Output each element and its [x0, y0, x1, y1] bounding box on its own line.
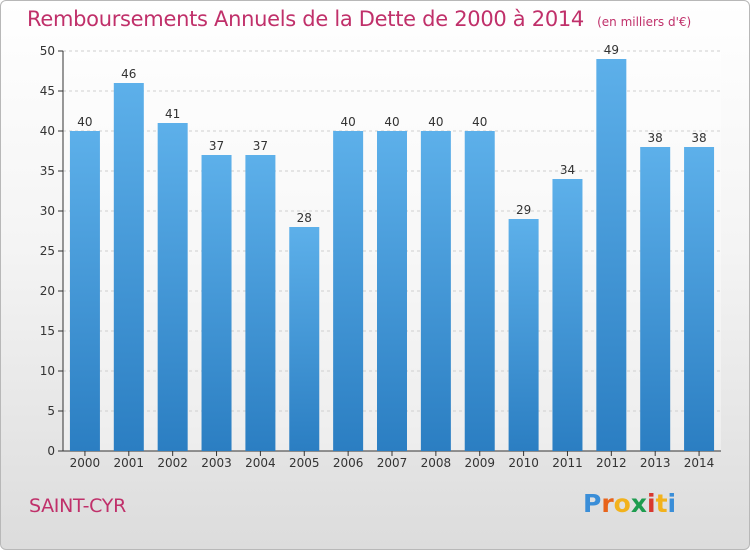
logo-letter: i	[667, 489, 677, 518]
bar-2011	[552, 179, 583, 451]
bar-2009	[464, 131, 495, 451]
logo-letter: r	[601, 489, 614, 518]
y-tick-label: 40	[40, 124, 55, 138]
x-tick-label: 2005	[289, 456, 320, 470]
logo-letter: o	[613, 489, 631, 518]
x-tick-label: 2002	[157, 456, 188, 470]
bar-value-label: 49	[604, 43, 619, 57]
bar-value-label: 37	[209, 139, 224, 153]
x-tick-label: 2013	[640, 456, 671, 470]
x-tick-label: 2000	[70, 456, 101, 470]
y-tick-label: 30	[40, 204, 55, 218]
bar-2014	[684, 147, 715, 451]
x-tick-label: 2014	[684, 456, 715, 470]
x-tick-label: 2004	[245, 456, 276, 470]
bar-2002	[157, 123, 188, 451]
x-tick-label: 2012	[596, 456, 627, 470]
proxiti-logo: Proxiti	[583, 489, 676, 518]
bar-2006	[333, 131, 364, 451]
y-tick-label: 10	[40, 364, 55, 378]
x-tick-label: 2009	[464, 456, 495, 470]
bar-2010	[508, 219, 539, 451]
bar-2007	[377, 131, 407, 451]
y-tick-label: 45	[40, 84, 55, 98]
x-tick-label: 2008	[421, 456, 452, 470]
chart-header: Remboursements Annuels de la Dette de 20…	[27, 7, 691, 31]
x-tick-label: 2003	[201, 456, 232, 470]
bar-2001	[113, 83, 144, 451]
y-tick-label: 50	[40, 44, 55, 58]
bar-value-label: 40	[77, 115, 92, 129]
bar-2013	[640, 147, 671, 451]
x-tick-label: 2011	[552, 456, 583, 470]
x-tick-label: 2006	[333, 456, 364, 470]
bar-value-label: 40	[428, 115, 443, 129]
chart-unit: (en milliers d'€)	[597, 15, 692, 29]
bar-2003	[201, 155, 232, 451]
chart-title: Remboursements Annuels de la Dette de 20…	[27, 7, 584, 31]
logo-letter: P	[583, 489, 602, 518]
y-tick-label: 0	[47, 444, 55, 458]
bar-value-label: 38	[648, 131, 663, 145]
bar-value-label: 29	[516, 203, 531, 217]
x-tick-label: 2010	[508, 456, 539, 470]
bar-value-label: 46	[121, 67, 136, 81]
bar-2000	[69, 131, 100, 451]
bar-value-label: 34	[560, 163, 575, 177]
bar-value-label: 40	[472, 115, 487, 129]
bar-2005	[289, 227, 320, 451]
x-tick-label: 2007	[377, 456, 408, 470]
y-tick-label: 5	[47, 404, 55, 418]
bar-value-label: 41	[165, 107, 180, 121]
logo-letter: t	[655, 489, 668, 518]
bar-value-label: 40	[340, 115, 355, 129]
y-tick-label: 15	[40, 324, 55, 338]
bar-value-label: 40	[384, 115, 399, 129]
bar-value-label: 28	[297, 211, 312, 225]
x-tick-label: 2001	[114, 456, 145, 470]
y-tick-label: 35	[40, 164, 55, 178]
town-name: SAINT-CYR	[29, 495, 126, 517]
bar-2012	[596, 59, 627, 451]
bar-value-label: 38	[691, 131, 706, 145]
logo-letter: i	[647, 489, 656, 518]
y-tick-label: 20	[40, 284, 55, 298]
bar-2004	[245, 155, 276, 451]
bar-value-label: 37	[253, 139, 268, 153]
logo-letter: x	[630, 489, 647, 518]
bar-2008	[420, 131, 451, 451]
y-tick-label: 25	[40, 244, 55, 258]
